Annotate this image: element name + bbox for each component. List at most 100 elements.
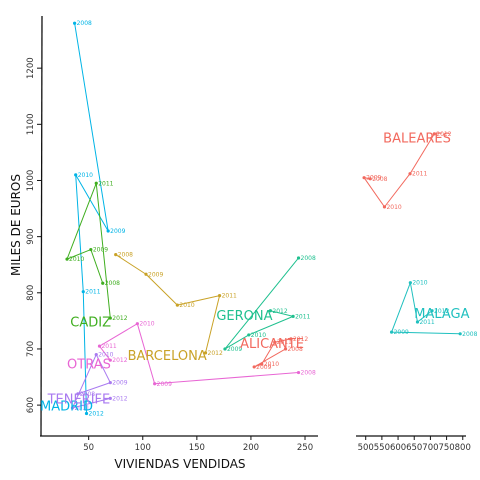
x-tick-label: 100 (135, 443, 151, 453)
point-year-label: 2008 (80, 391, 95, 398)
series-line (115, 254, 221, 354)
data-point (415, 320, 420, 324)
data-point (89, 247, 93, 252)
region-label: BALEARES (383, 131, 451, 146)
data-point (252, 365, 256, 369)
data-point (135, 322, 139, 326)
point-year-label: 2011 (101, 343, 116, 350)
point-year-label: 2010 (98, 352, 113, 359)
y-tick-label: 900 (26, 229, 36, 245)
data-point (432, 132, 436, 136)
data-point (94, 181, 98, 185)
point-year-label: 2011 (295, 313, 310, 320)
point-year-label: 2009 (93, 247, 108, 254)
axes: 600 700 800 900 1000 1100 1200 50 100 150 200 250 50… (26, 15, 471, 453)
data-point (76, 392, 80, 396)
point-year-label: 2010 (412, 280, 427, 287)
series-barcelona: 2008 2009 2010 2011 2012 (114, 252, 237, 357)
data-point (368, 177, 372, 181)
x-tick-label: 600 (390, 443, 406, 453)
point-year-label: 2011 (74, 405, 89, 412)
y-tick-label: 800 (26, 285, 36, 301)
point-year-label: 2008 (77, 20, 92, 27)
point-year-label: 2010 (78, 172, 93, 179)
point-year-label: 2008 (105, 280, 120, 287)
point-year-label: 2009 (157, 381, 172, 388)
point-year-label: 2010 (179, 302, 194, 309)
point-year-label: 2010 (251, 332, 266, 339)
series-tenerife: 2008 2009 2010 2011 2012 (70, 352, 128, 412)
data-point (389, 330, 394, 334)
data-point (108, 381, 112, 385)
point-year-label: 2011 (419, 319, 434, 326)
data-point (430, 309, 434, 313)
region-label: CADIZ (70, 315, 111, 330)
point-year-label: 2012 (208, 350, 223, 357)
region-label: GERONA (216, 309, 272, 324)
data-point (73, 21, 77, 25)
x-tick-label: 650 (406, 443, 422, 453)
point-year-label: 2011 (222, 293, 237, 300)
x-tick-label: 750 (438, 443, 454, 453)
point-year-label: 2012 (112, 315, 127, 322)
data-point (458, 332, 462, 336)
data-point (247, 333, 251, 337)
data-point (291, 314, 295, 318)
data-point (70, 406, 75, 410)
y-tick-label: 1100 (26, 113, 36, 135)
point-year-label: 2008 (288, 346, 303, 353)
x-tick-label: 50 (83, 443, 94, 453)
data-point (114, 253, 118, 257)
data-point (217, 294, 222, 298)
x-tick-label: 500 (358, 443, 374, 453)
region-label: MALAGA (414, 307, 469, 322)
region-label: MADRID (40, 400, 93, 415)
point-year-label: 2008 (118, 252, 133, 259)
y-tick-label: 1000 (26, 170, 36, 192)
data-point (81, 290, 85, 294)
y-axis-line (40, 15, 43, 437)
point-year-label: 2010 (139, 321, 154, 328)
data-point (108, 396, 112, 400)
data-point (108, 316, 112, 320)
point-year-label: 2012 (89, 411, 104, 418)
y-axis-title: MILES DE EUROS (9, 174, 23, 276)
x-tick-label: 250 (297, 443, 313, 453)
data-point (362, 176, 366, 180)
point-year-label: 2009 (394, 329, 409, 336)
point-year-label: 2011 (98, 180, 113, 187)
data-point (203, 351, 208, 355)
data-point (65, 257, 69, 261)
point-year-label: 2008 (301, 370, 316, 377)
point-year-label: 2011 (277, 339, 292, 346)
point-year-label: 2008 (301, 255, 316, 262)
x-tick-label: 700 (422, 443, 438, 453)
point-year-label: 2009 (148, 271, 163, 278)
series-layer: 2008200920102011201220082009201020112012… (65, 20, 478, 418)
data-point (408, 281, 412, 285)
point-year-label: 2012 (272, 308, 287, 315)
x-tick-label: 800 (455, 443, 471, 453)
point-year-label: 2012 (434, 308, 449, 315)
point-year-label: 2012 (293, 336, 308, 343)
point-year-label: 2012 (112, 357, 127, 364)
point-year-label: 2012 (112, 395, 127, 402)
point-year-label: 2009 (112, 380, 127, 387)
region-label: OTRAS (67, 358, 111, 373)
region-label: ALICANTE (240, 337, 304, 352)
series-cadiz: 2008 2009 2010 2011 2012 (65, 180, 128, 322)
data-point (296, 256, 301, 260)
data-point (382, 205, 387, 209)
point-year-label: 2008 (462, 331, 477, 338)
point-year-label: 2011 (412, 171, 427, 178)
data-point (153, 382, 157, 386)
data-point (84, 411, 89, 416)
data-point (268, 309, 273, 313)
point-year-label: 2009 (110, 228, 125, 235)
